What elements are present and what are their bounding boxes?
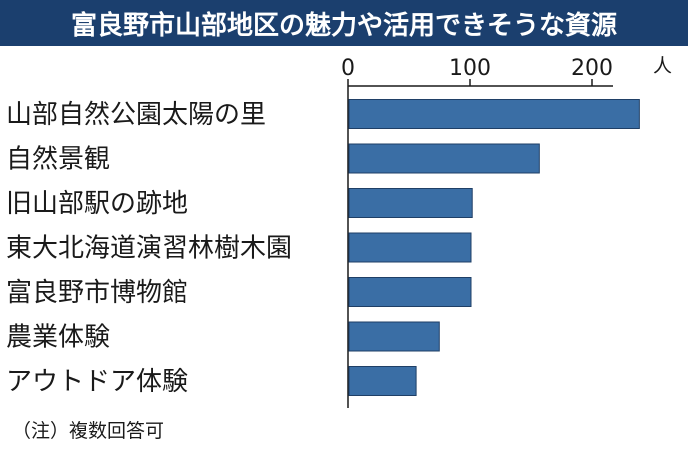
category-labels: 山部自然公園太陽の里自然景観旧山部駅の跡地東大北海道演習林樹木園富良野市博物館農… <box>6 100 292 397</box>
bar <box>348 321 440 352</box>
x-tick-label: 200 <box>571 56 613 81</box>
bar <box>348 99 640 129</box>
category-label: 山部自然公園太陽の里 <box>6 100 266 130</box>
category-label: 自然景観 <box>6 145 110 175</box>
footnote: （注）複数回答可 <box>12 420 165 442</box>
bar <box>348 188 473 218</box>
x-axis: 0 100 200 人 <box>341 55 672 408</box>
x-tick-label: 0 <box>341 56 355 81</box>
category-label: 農業体験 <box>6 323 110 353</box>
category-label: 旧山部駅の跡地 <box>6 189 188 219</box>
chart-title: 富良野市山部地区の魅力や活用できそうな資源 <box>0 0 688 46</box>
category-label: 東大北海道演習林樹木園 <box>6 234 292 264</box>
bar <box>348 277 472 307</box>
category-label: 富良野市博物館 <box>6 278 188 308</box>
x-tick-label: 100 <box>449 56 491 81</box>
bar <box>348 143 540 174</box>
unit-label: 人 <box>653 55 672 77</box>
bar <box>348 366 417 396</box>
bars <box>348 99 640 396</box>
bar <box>348 232 472 263</box>
category-label: アウトドア体験 <box>6 367 188 397</box>
